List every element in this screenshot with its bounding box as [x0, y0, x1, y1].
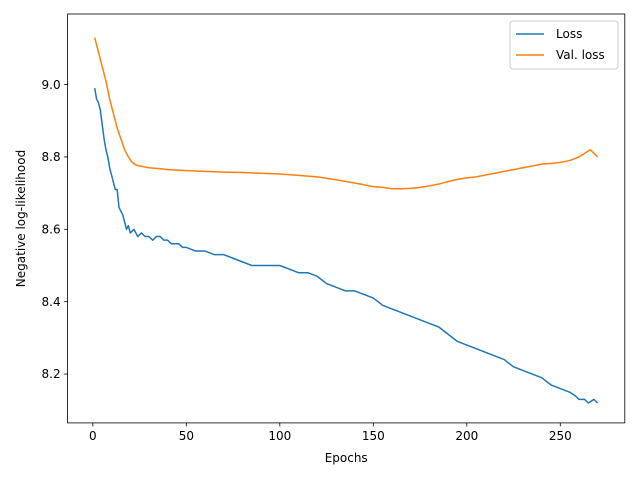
legend-label-loss: Loss — [556, 27, 582, 41]
x-tick-label: 150 — [362, 429, 385, 443]
series-line-loss — [93, 88, 599, 404]
y-tick-label: 9.0 — [42, 78, 61, 92]
plot-frame — [67, 13, 626, 424]
x-axis: 0 50 100 150 200 250 — [89, 422, 572, 443]
legend-box — [509, 20, 619, 70]
x-tick-label: 200 — [455, 429, 478, 443]
x-tick-label: 0 — [89, 429, 97, 443]
y-axis-label: Negative log-likelihood — [14, 150, 28, 287]
y-tick-label: 8.6 — [42, 223, 61, 237]
y-axis: 8.2 8.4 8.6 8.8 9.0 — [42, 78, 68, 381]
legend-label-val-loss: Val. loss — [556, 48, 605, 62]
x-tick-label: 50 — [179, 429, 194, 443]
legend: Loss Val. loss — [509, 20, 619, 70]
y-tick-label: 8.2 — [42, 367, 61, 381]
y-tick-label: 8.4 — [42, 295, 61, 309]
series-line-val-loss — [93, 37, 599, 190]
y-tick-label: 8.8 — [42, 150, 61, 164]
x-tick-label: 100 — [268, 429, 291, 443]
x-tick-label: 250 — [549, 429, 572, 443]
x-axis-label: Epochs — [325, 451, 368, 465]
plot-area — [93, 37, 599, 404]
